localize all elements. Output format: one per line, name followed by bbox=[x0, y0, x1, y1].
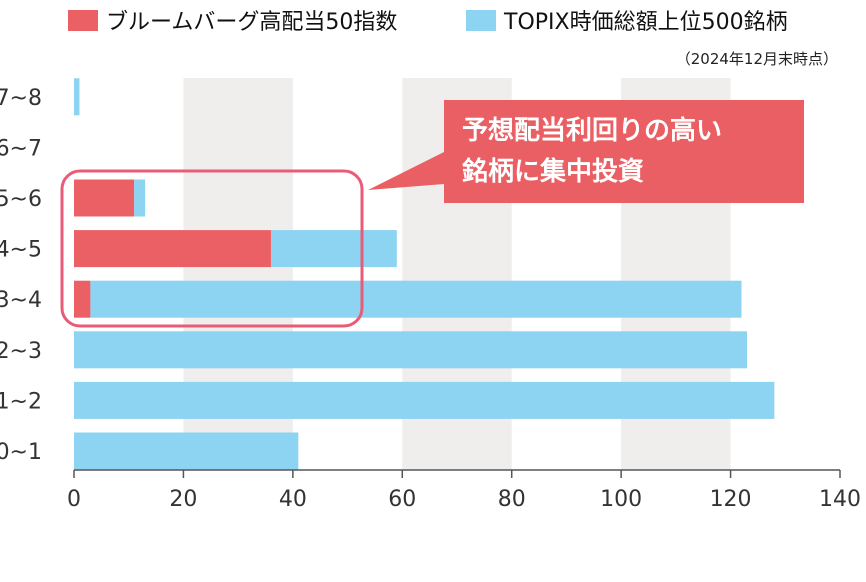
y-tick-label: 2~3 bbox=[0, 339, 42, 364]
legend-swatch-topix bbox=[466, 10, 496, 31]
y-tick-label: 7~8 bbox=[0, 86, 42, 111]
bar-topix-5~6 bbox=[134, 179, 146, 217]
x-tick-label: 40 bbox=[279, 487, 307, 512]
y-tick-label: 6~7 bbox=[0, 136, 42, 161]
x-tick-label: 80 bbox=[498, 487, 526, 512]
y-tick-label: 0~1 bbox=[0, 440, 42, 465]
x-tick-label: 0 bbox=[67, 487, 81, 512]
y-tick-label: 3~4 bbox=[0, 288, 42, 313]
legend-swatch-bloomberg bbox=[68, 10, 98, 31]
callout: 予想配当利回りの高い 銘柄に集中投資 bbox=[368, 100, 804, 203]
y-tick-label: 5~6 bbox=[0, 187, 42, 212]
bar-topix-2~3 bbox=[74, 331, 747, 369]
y-tick-label: 1~2 bbox=[0, 389, 42, 414]
bar-topix-3~4 bbox=[90, 280, 742, 318]
bar-topix-4~5 bbox=[270, 230, 397, 268]
x-axis-ticks: 0 20 40 60 80 100 120 140 bbox=[67, 470, 861, 512]
callout-line-1: 予想配当利回りの高い bbox=[462, 115, 722, 146]
bar-topix-1~2 bbox=[74, 381, 775, 419]
x-tick-label: 140 bbox=[819, 487, 861, 512]
callout-line-2: 銘柄に集中投資 bbox=[462, 156, 644, 187]
bar-bloomberg-4~5 bbox=[74, 230, 271, 268]
bar-bloomberg-3~4 bbox=[74, 280, 91, 318]
callout-pointer bbox=[368, 152, 444, 190]
callout-box bbox=[444, 100, 804, 203]
bar-topix-7~8 bbox=[74, 78, 80, 116]
y-tick-label: 4~5 bbox=[0, 238, 42, 263]
x-tick-label: 120 bbox=[710, 487, 752, 512]
x-tick-label: 20 bbox=[169, 487, 197, 512]
x-tick-label: 100 bbox=[600, 487, 642, 512]
bars bbox=[74, 78, 775, 470]
legend: ブルームバーグ高配当50指数 TOPIX時価総額上位500銘柄 （2024年12… bbox=[68, 10, 838, 68]
highlight-box bbox=[60, 169, 364, 328]
x-tick-label: 60 bbox=[388, 487, 416, 512]
legend-label-bloomberg: ブルームバーグ高配当50指数 bbox=[106, 10, 397, 35]
y-axis-labels: 0~1 1~2 2~3 3~4 4~5 5~6 6~7 7~8 bbox=[0, 86, 42, 465]
bar-bloomberg-5~6 bbox=[74, 179, 135, 217]
legend-label-topix: TOPIX時価総額上位500銘柄 bbox=[503, 10, 788, 35]
bar-topix-0~1 bbox=[74, 432, 299, 470]
date-note: （2024年12月末時点） bbox=[676, 50, 838, 68]
